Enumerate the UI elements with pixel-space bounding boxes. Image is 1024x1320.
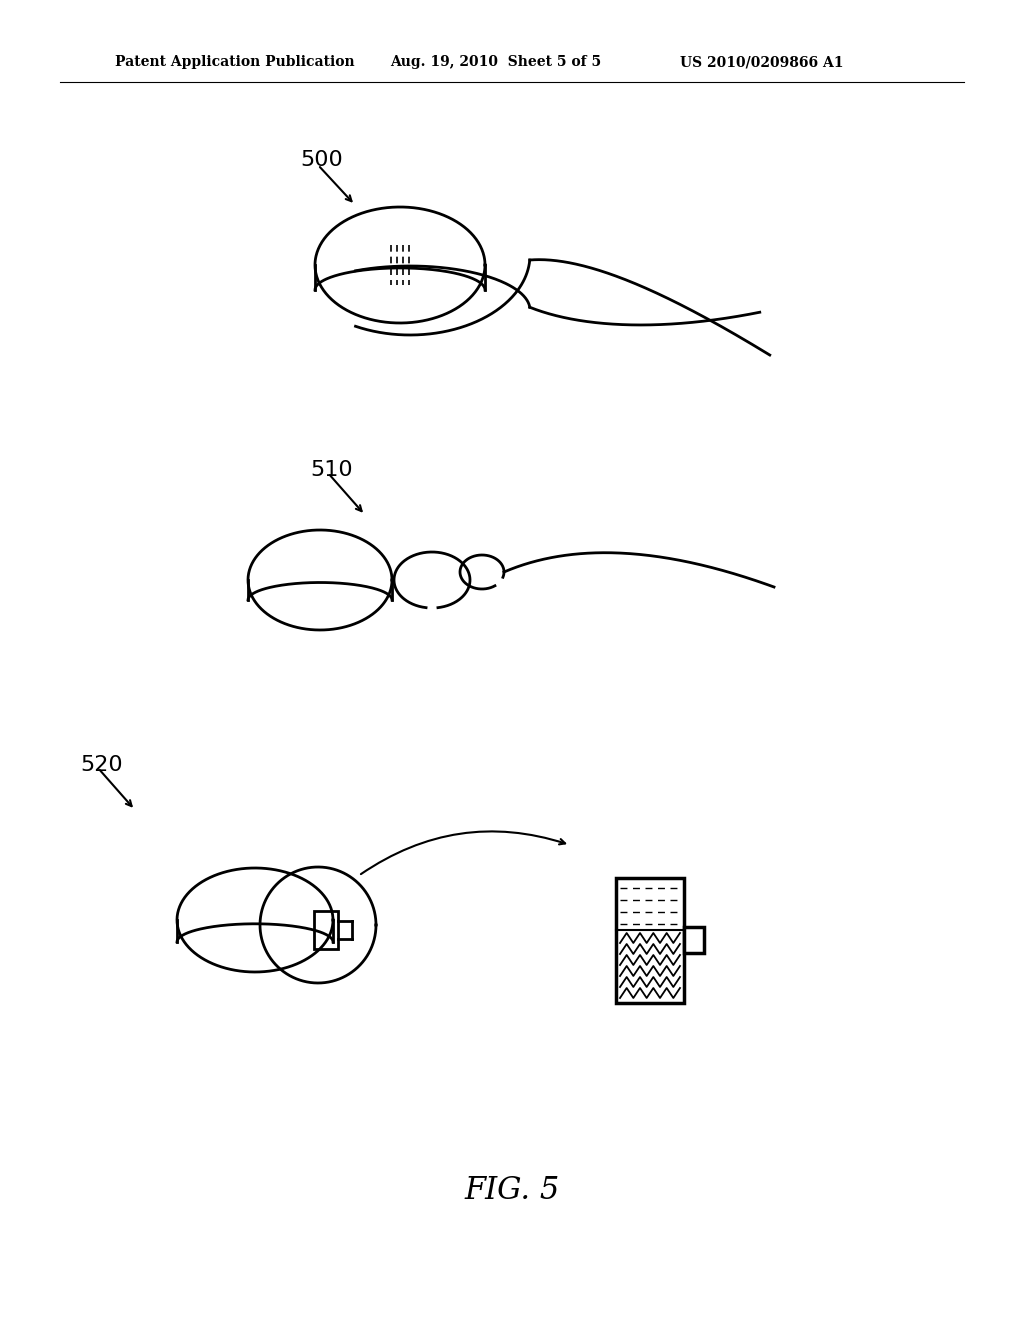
Bar xyxy=(314,911,338,949)
Text: 510: 510 xyxy=(310,459,352,480)
Bar xyxy=(684,927,705,953)
Text: 500: 500 xyxy=(300,150,343,170)
Text: Patent Application Publication: Patent Application Publication xyxy=(115,55,354,69)
Text: Aug. 19, 2010  Sheet 5 of 5: Aug. 19, 2010 Sheet 5 of 5 xyxy=(390,55,601,69)
Text: US 2010/0209866 A1: US 2010/0209866 A1 xyxy=(680,55,844,69)
Text: 520: 520 xyxy=(80,755,123,775)
Bar xyxy=(616,878,684,1003)
Text: FIG. 5: FIG. 5 xyxy=(464,1175,560,1206)
